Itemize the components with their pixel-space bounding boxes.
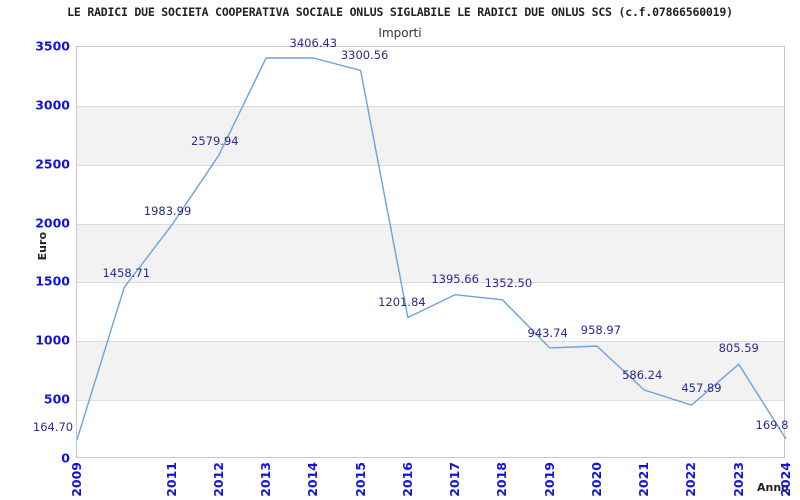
- gridline: [77, 400, 784, 402]
- y-tick-label: 1500: [35, 273, 70, 289]
- y-tick-label: 3500: [35, 38, 70, 54]
- data-point-label: 1395.66: [431, 271, 479, 286]
- series-line: [76, 57, 787, 440]
- band-stripe: [77, 223, 784, 283]
- y-tick-label: 500: [43, 391, 70, 407]
- x-tick-label: 2023: [730, 462, 746, 497]
- band-stripe: [77, 341, 784, 401]
- gridline: [77, 341, 784, 343]
- x-tick-label: 2011: [163, 462, 179, 497]
- y-tick-label: 1000: [35, 332, 70, 348]
- x-tick-label: 2024: [778, 462, 793, 497]
- chart-title: LE RADICI DUE SOCIETA COOPERATIVA SOCIAL…: [67, 5, 733, 19]
- x-tick-label: 2016: [399, 462, 415, 497]
- y-tick-label: 3000: [35, 97, 70, 113]
- x-tick-label: 2019: [541, 462, 557, 497]
- data-point-label: 3406.43: [289, 36, 338, 51]
- x-tick-label: 2014: [305, 462, 321, 497]
- chart-subtitle: Importi: [378, 26, 422, 40]
- gridline: [77, 105, 784, 107]
- band-stripe: [77, 105, 784, 165]
- data-point-label: 1983.99: [143, 204, 192, 219]
- gridline: [77, 223, 784, 225]
- x-axis-label: Anno: [757, 481, 789, 494]
- gridline: [77, 282, 784, 284]
- x-tick-label: 2013: [258, 462, 274, 497]
- x-tick-label: 2012: [210, 462, 226, 497]
- y-tick-label: 2000: [35, 215, 70, 231]
- x-tick-label: 2009: [69, 462, 84, 497]
- x-tick-label: 2020: [588, 462, 604, 497]
- x-tick-label: 2017: [447, 462, 463, 497]
- y-axis-label: Euro: [36, 232, 49, 261]
- data-point-label: 805.59: [718, 341, 759, 356]
- data-point-label: 943.74: [527, 325, 568, 340]
- data-point-label: 1352.50: [484, 275, 533, 290]
- y-tick-label: 0: [61, 450, 70, 466]
- x-tick-label: 2018: [494, 462, 510, 497]
- plot-area: 164.70 1458.71 1983.99 2579.94 3406.43 3300.5…: [33, 36, 788, 458]
- x-tick-label: 2022: [683, 462, 699, 497]
- x-tick-label: 2021: [636, 462, 652, 497]
- data-point-label: 1458.71: [102, 266, 151, 281]
- data-point-label: 3300.56: [340, 48, 389, 63]
- x-tick-label: 2015: [352, 462, 368, 497]
- y-tick-label: 2500: [35, 156, 70, 172]
- data-point-label: 457.89: [681, 381, 722, 396]
- data-point-label: 958.97: [580, 323, 622, 338]
- line-series: [76, 57, 787, 440]
- data-point-label: 169.8: [755, 418, 789, 432]
- data-point-label: 1201.84: [378, 294, 426, 309]
- data-point-label: 164.70: [32, 419, 74, 434]
- data-point-label: 2579.94: [191, 134, 239, 149]
- gridline: [77, 164, 784, 166]
- data-point-label: 586.24: [622, 367, 663, 382]
